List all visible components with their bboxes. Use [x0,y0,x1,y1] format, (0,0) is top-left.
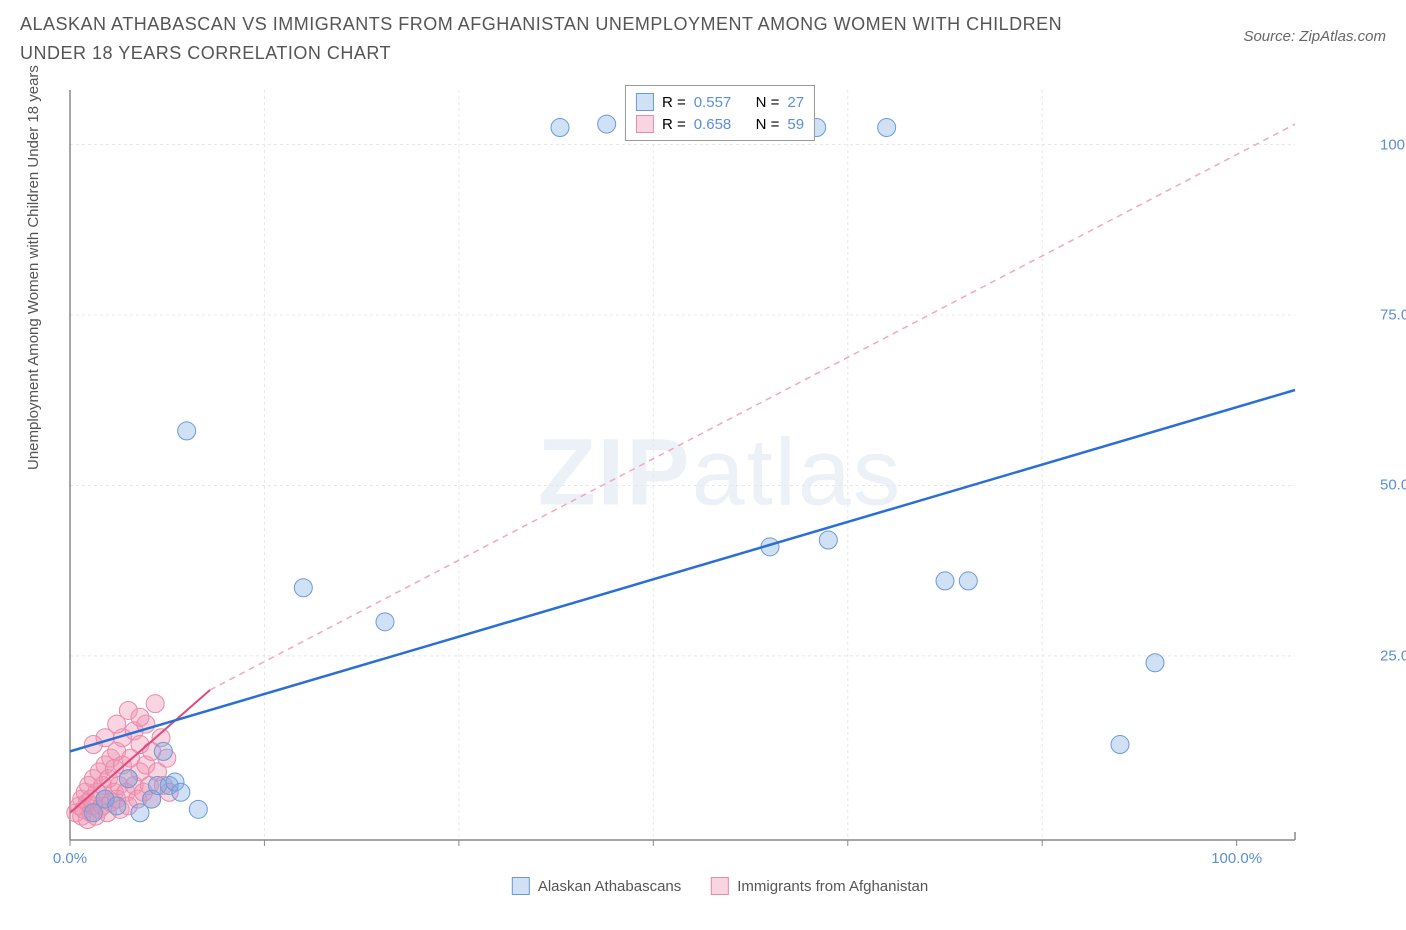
swatch-series2-b [711,877,729,895]
swatch-series2 [636,115,654,133]
r-value-1: 0.557 [694,94,732,111]
x-tick-label: 0.0% [53,850,87,867]
y-axis-label: Unemployment Among Women with Children U… [25,65,42,470]
x-tick-label: 100.0% [1211,850,1262,867]
y-tick-label: 50.0% [1380,477,1406,494]
legend-label-1: Alaskan Athabascans [538,878,681,895]
swatch-series1 [636,93,654,111]
y-tick-label: 100.0% [1380,136,1406,153]
chart-title: ALASKAN ATHABASCAN VS IMMIGRANTS FROM AF… [20,10,1120,68]
r-value-2: 0.658 [694,116,732,133]
source-label: Source: ZipAtlas.com [1243,10,1386,45]
scatter-chart [65,85,1375,860]
legend-stats: R = 0.557 N = 27 R = 0.658 N = 59 [625,85,815,141]
chart-area: ZIPatlas R = 0.557 N = 27 R = 0.658 N = … [65,85,1375,860]
legend-label-2: Immigrants from Afghanistan [737,878,928,895]
n-value-1: 27 [787,94,804,111]
legend-series: Alaskan Athabascans Immigrants from Afgh… [512,877,928,895]
n-value-2: 59 [787,116,804,133]
y-tick-label: 75.0% [1380,307,1406,324]
swatch-series1-b [512,877,530,895]
y-tick-label: 25.0% [1380,647,1406,664]
